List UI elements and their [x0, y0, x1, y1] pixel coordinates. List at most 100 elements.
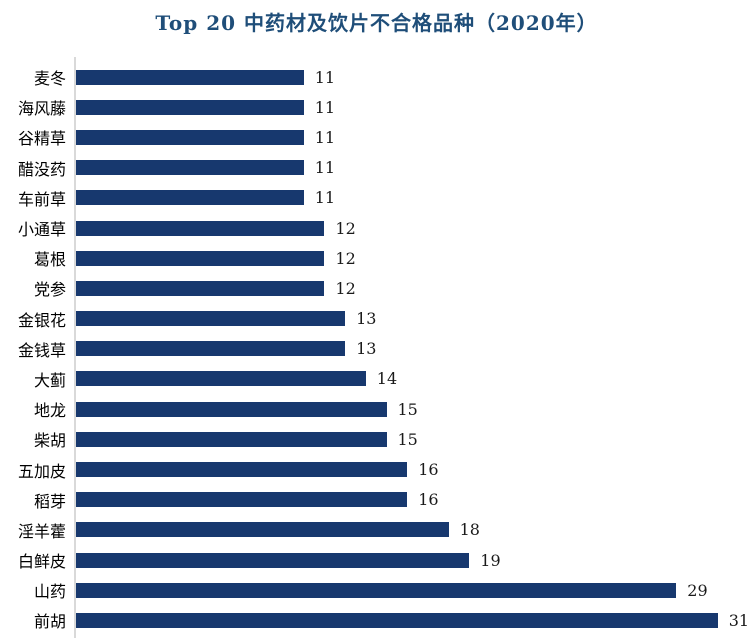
- category-label: 五加皮: [17, 461, 66, 481]
- bar-row: 麦冬 11: [0, 62, 753, 92]
- bar-cell: 11: [76, 158, 753, 177]
- bar-cell: 16: [76, 460, 753, 479]
- bar-row: 白鲜皮 19: [0, 545, 753, 575]
- bar-row: 金钱草 13: [0, 334, 753, 364]
- value-label: 31: [728, 610, 750, 630]
- bar-row: 稻芽 16: [0, 485, 753, 515]
- bar: [76, 462, 408, 478]
- bar-row: 金银花 13: [0, 304, 753, 334]
- category-label: 山药: [33, 582, 66, 602]
- bar: [76, 582, 677, 598]
- value-label: 13: [356, 309, 377, 329]
- bar: [76, 401, 387, 417]
- bar-cell: 15: [76, 400, 753, 419]
- bar: [76, 129, 304, 145]
- category-label: 醋没药: [17, 159, 66, 179]
- value-label: 16: [418, 490, 439, 510]
- value-label: 12: [335, 218, 356, 238]
- category-label: 稻芽: [33, 491, 66, 511]
- bar-row: 大蓟 14: [0, 364, 753, 394]
- value-label: 11: [314, 158, 336, 178]
- bar: [76, 99, 304, 115]
- bar-row: 葛根 12: [0, 243, 753, 273]
- bar: [76, 522, 449, 538]
- category-label: 地龙: [33, 401, 66, 421]
- bar: [76, 160, 304, 176]
- bar-row: 五加皮 16: [0, 454, 753, 484]
- bar: [76, 220, 325, 236]
- category-label: 海风藤: [17, 99, 66, 119]
- value-label: 19: [480, 550, 501, 570]
- bar-row: 海风藤 11: [0, 92, 753, 122]
- category-label: 淫羊藿: [17, 521, 66, 541]
- bar: [76, 552, 470, 568]
- value-label: 13: [356, 339, 377, 359]
- bar: [76, 341, 346, 357]
- bar-cell: 12: [76, 219, 753, 238]
- value-label: 29: [687, 580, 708, 600]
- category-label: 前胡: [33, 612, 66, 632]
- bar: [76, 371, 366, 387]
- category-label: 金钱草: [17, 340, 66, 360]
- bar: [76, 431, 387, 447]
- bar-cell: 11: [76, 68, 753, 87]
- value-label: 15: [397, 429, 418, 449]
- bar-row: 山药 29: [0, 575, 753, 605]
- category-label: 葛根: [33, 250, 66, 270]
- bar-cell: 11: [76, 188, 753, 207]
- value-label: 11: [314, 188, 336, 208]
- bar-row: 柴胡 15: [0, 424, 753, 454]
- category-label: 谷精草: [17, 129, 66, 149]
- bar-row: 党参 12: [0, 273, 753, 303]
- value-label: 18: [459, 520, 480, 540]
- value-label: 15: [397, 399, 418, 419]
- bar-row: 车前草 11: [0, 183, 753, 213]
- bar: [76, 492, 408, 508]
- bar: [76, 311, 346, 327]
- value-label: 12: [335, 248, 356, 268]
- plot-area: 麦冬 11 海风藤 11 谷精草 11 醋没药 11 车前草 11 小通草 12 葛根 12 党参 12 金银花…: [0, 57, 753, 638]
- value-label: 14: [376, 369, 398, 389]
- category-label: 党参: [33, 280, 66, 300]
- category-label: 麦冬: [33, 69, 66, 89]
- value-label: 16: [418, 460, 439, 480]
- bar-cell: 14: [76, 369, 753, 388]
- bar-cell: 29: [76, 581, 753, 600]
- bar-row: 前胡 31: [0, 605, 753, 635]
- bar-row: 地龙 15: [0, 394, 753, 424]
- bar: [76, 190, 304, 206]
- bar-row: 淫羊藿 18: [0, 515, 753, 545]
- bar-cell: 15: [76, 430, 753, 449]
- category-label: 车前草: [17, 189, 66, 209]
- bar-row: 谷精草 11: [0, 122, 753, 152]
- bar-cell: 13: [76, 339, 753, 358]
- bar-row: 小通草 12: [0, 213, 753, 243]
- bar: [76, 280, 325, 296]
- value-label: 11: [314, 67, 336, 87]
- category-label: 金银花: [17, 310, 66, 330]
- category-label: 白鲜皮: [17, 552, 66, 572]
- bar-cell: 16: [76, 490, 753, 509]
- category-label: 柴胡: [33, 431, 66, 451]
- bar-cell: 31: [76, 611, 753, 630]
- value-label: 11: [314, 97, 336, 117]
- value-label: 12: [335, 278, 356, 298]
- bar: [76, 250, 325, 266]
- bar-cell: 13: [76, 309, 753, 328]
- bar-cell: 12: [76, 249, 753, 268]
- bar-cell: 11: [76, 98, 753, 117]
- bar-cell: 12: [76, 279, 753, 298]
- bar: [76, 612, 718, 628]
- chart-title: Top 20 中药材及饮片不合格品种（2020年）: [155, 11, 598, 35]
- category-label: 大蓟: [33, 370, 66, 390]
- y-axis-line: [74, 57, 76, 638]
- bar-cell: 19: [76, 551, 753, 570]
- bar-row: 醋没药 11: [0, 153, 753, 183]
- bar-cell: 11: [76, 128, 753, 147]
- bar-cell: 18: [76, 520, 753, 539]
- bar-rows: 麦冬 11 海风藤 11 谷精草 11 醋没药 11 车前草 11 小通草 12 葛根 12 党参 12 金银花…: [0, 62, 753, 636]
- category-label: 小通草: [17, 220, 66, 240]
- value-label: 11: [314, 127, 336, 147]
- bar: [76, 69, 304, 85]
